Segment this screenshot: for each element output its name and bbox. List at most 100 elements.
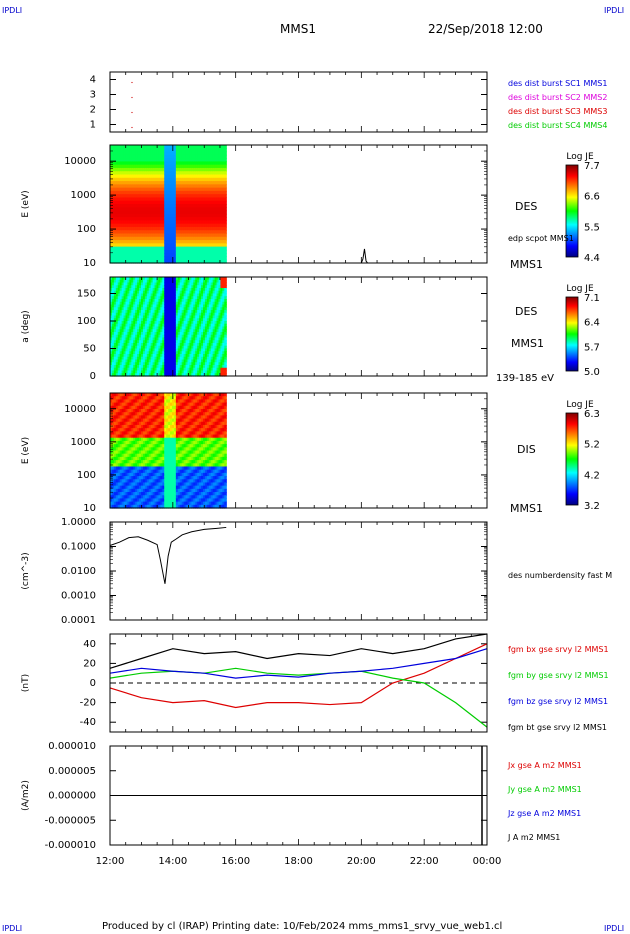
spectrogram-cell [125,210,129,215]
spectrogram-cell [218,148,222,153]
spectrogram-cell [158,359,161,363]
spectrogram-cell [179,277,183,281]
spectrogram-cell [142,296,146,300]
spectrogram-cell [144,220,148,225]
spectrogram-cell [160,310,163,314]
spectrogram-cell [125,154,129,159]
spectrogram-cell [212,365,216,369]
spectrogram-cell [218,310,222,314]
spectrogram-cell [177,213,181,218]
spectrogram-cell [181,343,185,347]
spectrogram-cell [173,277,177,281]
spectrogram-cell [127,187,130,192]
spectrogram-cell [162,148,165,153]
spectrogram-cell [121,340,125,344]
spectrogram-cell [142,326,146,330]
spectrogram-cell [154,217,158,221]
spectrogram-cell [117,476,121,480]
spectrogram-cell [135,181,138,185]
spectrogram-cell [158,161,161,166]
spectrogram-cell [131,177,134,182]
spectrogram-cell [191,307,194,311]
spectrogram-cell [171,148,175,153]
spectrogram-cell [139,307,142,311]
spectrogram-cell [220,167,223,172]
spectrogram-cell [125,279,129,284]
spectrogram-cell [160,177,163,182]
spectrogram-cell [202,223,206,228]
spectrogram-cell [137,236,140,241]
spectrogram-cell [133,184,136,189]
spectrogram-cell [170,151,173,156]
spectrogram-cell [140,326,144,330]
spectrogram-cell [142,177,146,182]
spectrogram-cell [148,288,152,292]
spectrogram-cell [117,148,121,153]
spectrogram-cell [193,351,196,355]
spectrogram-cell [148,171,152,176]
spectrogram-cell [187,345,191,350]
spectrogram-cell [123,337,127,341]
spectrogram-cell [191,230,194,235]
spectrogram-cell [127,418,130,423]
spectrogram-cell [206,259,210,264]
spectrogram-cell [193,370,196,374]
spectrogram-cell [199,236,202,241]
spectrogram-cell [214,290,218,295]
spectrogram-cell [115,246,119,251]
spectrogram-cell [111,315,115,319]
spectrogram-cell [148,332,152,336]
spectrogram-cell [208,362,212,366]
spectrogram-cell [199,217,202,221]
spectrogram-cell [111,466,115,471]
spectrogram-cell [160,356,163,361]
spectrogram-cell [175,370,179,374]
spectrogram-cell [142,220,146,225]
spectrogram-cell [164,326,167,330]
spectrogram-cell [201,161,204,166]
spectrogram-cell [113,460,117,464]
spectrogram-cell [179,354,183,358]
spectrogram-cell [216,282,220,286]
spectrogram-cell [119,164,123,169]
spectrogram-cell [115,396,119,400]
spectrogram-cell [146,370,150,374]
spectrogram-cell [206,288,210,292]
spectrogram-cell [175,288,179,292]
y-tick-label: 3 [90,90,96,101]
spectrogram-cell [222,351,225,355]
spectrogram-cell [135,253,138,258]
spectrogram-cell [123,504,127,509]
spectrogram-cell [146,151,150,156]
spectrogram-cell [150,187,154,192]
spectrogram-cell [156,370,160,374]
spectrogram-cell [115,220,119,225]
spectrogram-cell [185,343,189,347]
spectrogram-cell [177,151,181,156]
spectrogram-cell [139,359,142,363]
spectrogram-cell [206,370,210,374]
spectrogram-cell [191,233,194,238]
spectrogram-cell [142,240,146,244]
spectrogram-cell [156,304,160,308]
spectrogram-cell [202,249,206,254]
spectrogram-cell [212,184,216,189]
spectrogram-cell [183,359,187,363]
spectrogram-cell [117,415,121,420]
spectrogram-cell [117,326,121,330]
spectrogram-cell [195,285,198,289]
spectrogram-cell [197,329,200,333]
spectrogram-cell [168,210,171,215]
spectrogram-cell [170,299,173,303]
spectrogram-cell [152,348,156,352]
spectrogram-cell [150,230,154,235]
spectrogram-cell [222,190,225,195]
spectrogram-cell [185,323,189,328]
spectrogram-cell [131,367,134,372]
spectrogram-cell [162,279,165,284]
spectrogram-cell [206,343,210,347]
spectrogram-cell [208,190,212,195]
spectrogram-cell [142,246,146,251]
scpot-trace [360,248,369,264]
spectrogram-cell [152,326,156,330]
